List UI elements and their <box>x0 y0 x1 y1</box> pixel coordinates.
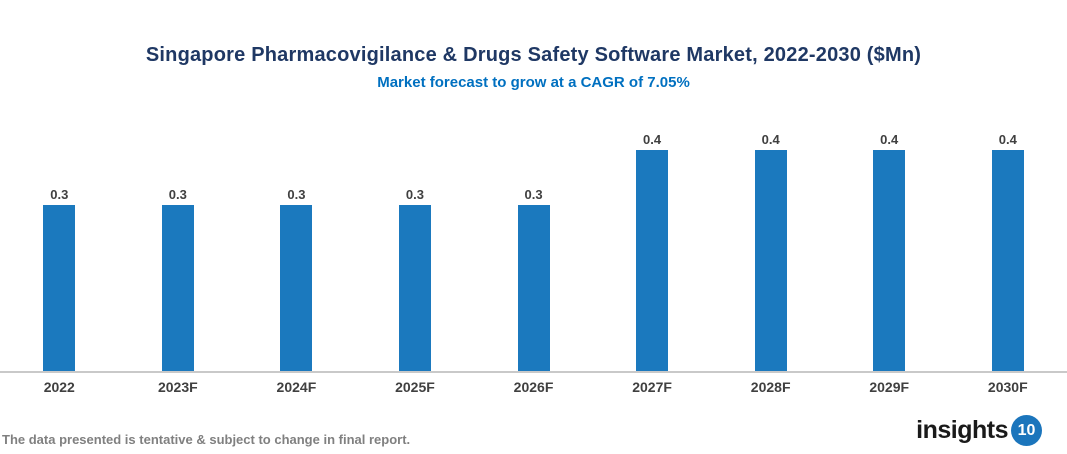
bar <box>754 150 787 371</box>
x-axis-label: 2027F <box>632 379 672 395</box>
logo-badge-icon: 10 <box>1011 415 1042 446</box>
chart-slot: 0.4 <box>711 132 830 371</box>
bar-value-label: 0.3 <box>524 187 543 202</box>
logo-text: insights <box>916 416 1008 444</box>
x-axis-label: 2023F <box>157 379 198 395</box>
x-axis-label: 2022 <box>43 379 75 395</box>
chart-slot: 0.4 <box>593 132 712 371</box>
chart-slot: 0.3 <box>356 187 475 371</box>
x-axis-label: 2028F <box>750 379 791 395</box>
x-axis-label: 2026F <box>513 379 554 395</box>
bar-value-label: 0.3 <box>50 187 69 202</box>
bar-value-label: 0.3 <box>405 187 424 202</box>
bar-value-label: 0.3 <box>287 187 306 202</box>
bar <box>43 205 76 371</box>
insights10-logo: insights 10 <box>916 415 1042 446</box>
bar <box>161 205 194 371</box>
bar <box>873 150 906 371</box>
bar-value-label: 0.4 <box>643 132 662 147</box>
x-axis-labels: 2022 2023F 2024F 2025F 2026F 2027F 2028F 2029F 2… <box>0 379 1067 395</box>
chart-slot: 0.4 <box>949 132 1067 371</box>
x-axis-label: 2024F <box>276 379 317 395</box>
bar <box>636 150 669 371</box>
bar <box>398 205 431 371</box>
chart-slot: 0.3 <box>0 187 119 371</box>
x-axis-label: 2025F <box>395 379 435 395</box>
chart-slot: 0.3 <box>119 187 238 371</box>
chart-slot: 0.3 <box>237 187 356 371</box>
bar-chart: 0.3 0.3 0.3 0.3 0.3 0.4 0.4 0.4 0.4 <box>0 100 1067 371</box>
x-axis-label: 2030F <box>987 379 1028 395</box>
chart-title: Singapore Pharmacovigilance & Drugs Safe… <box>145 44 922 66</box>
chart-subtitle: Market forecast to grow at a CAGR of 7.0… <box>377 74 690 91</box>
chart-slot: 0.3 <box>474 187 593 371</box>
bar <box>280 205 313 371</box>
chart-slot: 0.4 <box>830 132 949 371</box>
bar-value-label: 0.4 <box>880 132 899 147</box>
bar <box>517 205 550 371</box>
bar-value-label: 0.4 <box>761 132 780 147</box>
bar-value-label: 0.4 <box>998 132 1017 147</box>
bar <box>991 150 1024 371</box>
x-axis-label: 2029F <box>869 379 910 395</box>
x-axis-line <box>0 371 1067 373</box>
footer-note: The data presented is tentative & subjec… <box>2 432 411 447</box>
bar-value-label: 0.3 <box>168 187 187 202</box>
